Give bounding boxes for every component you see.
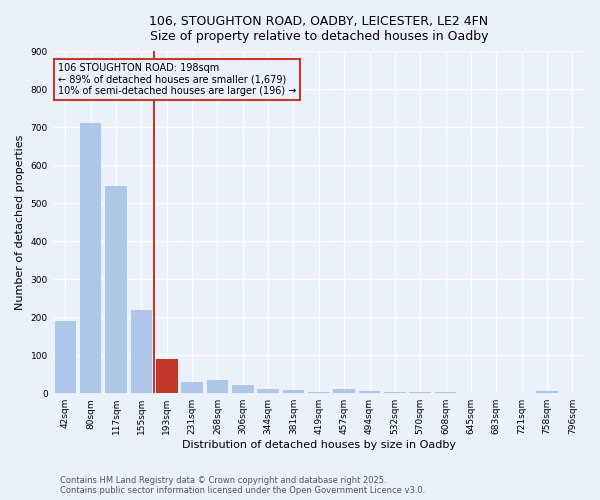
Bar <box>232 385 254 393</box>
Bar <box>80 124 101 393</box>
Bar <box>131 310 152 393</box>
Bar <box>55 321 76 393</box>
Bar <box>283 390 304 393</box>
Bar <box>257 390 279 393</box>
Bar <box>308 392 329 393</box>
Bar <box>409 392 431 393</box>
Bar <box>156 359 178 393</box>
X-axis label: Distribution of detached houses by size in Oadby: Distribution of detached houses by size … <box>182 440 456 450</box>
Y-axis label: Number of detached properties: Number of detached properties <box>15 134 25 310</box>
Bar <box>435 392 457 393</box>
Bar <box>105 186 127 393</box>
Text: 106 STOUGHTON ROAD: 198sqm
← 89% of detached houses are smaller (1,679)
10% of s: 106 STOUGHTON ROAD: 198sqm ← 89% of deta… <box>58 62 296 96</box>
Bar <box>536 392 558 393</box>
Bar <box>206 380 228 393</box>
Bar <box>181 382 203 393</box>
Bar <box>334 390 355 393</box>
Bar <box>384 392 406 393</box>
Text: Contains HM Land Registry data © Crown copyright and database right 2025.
Contai: Contains HM Land Registry data © Crown c… <box>60 476 425 495</box>
Title: 106, STOUGHTON ROAD, OADBY, LEICESTER, LE2 4FN
Size of property relative to deta: 106, STOUGHTON ROAD, OADBY, LEICESTER, L… <box>149 15 488 43</box>
Bar <box>359 392 380 393</box>
